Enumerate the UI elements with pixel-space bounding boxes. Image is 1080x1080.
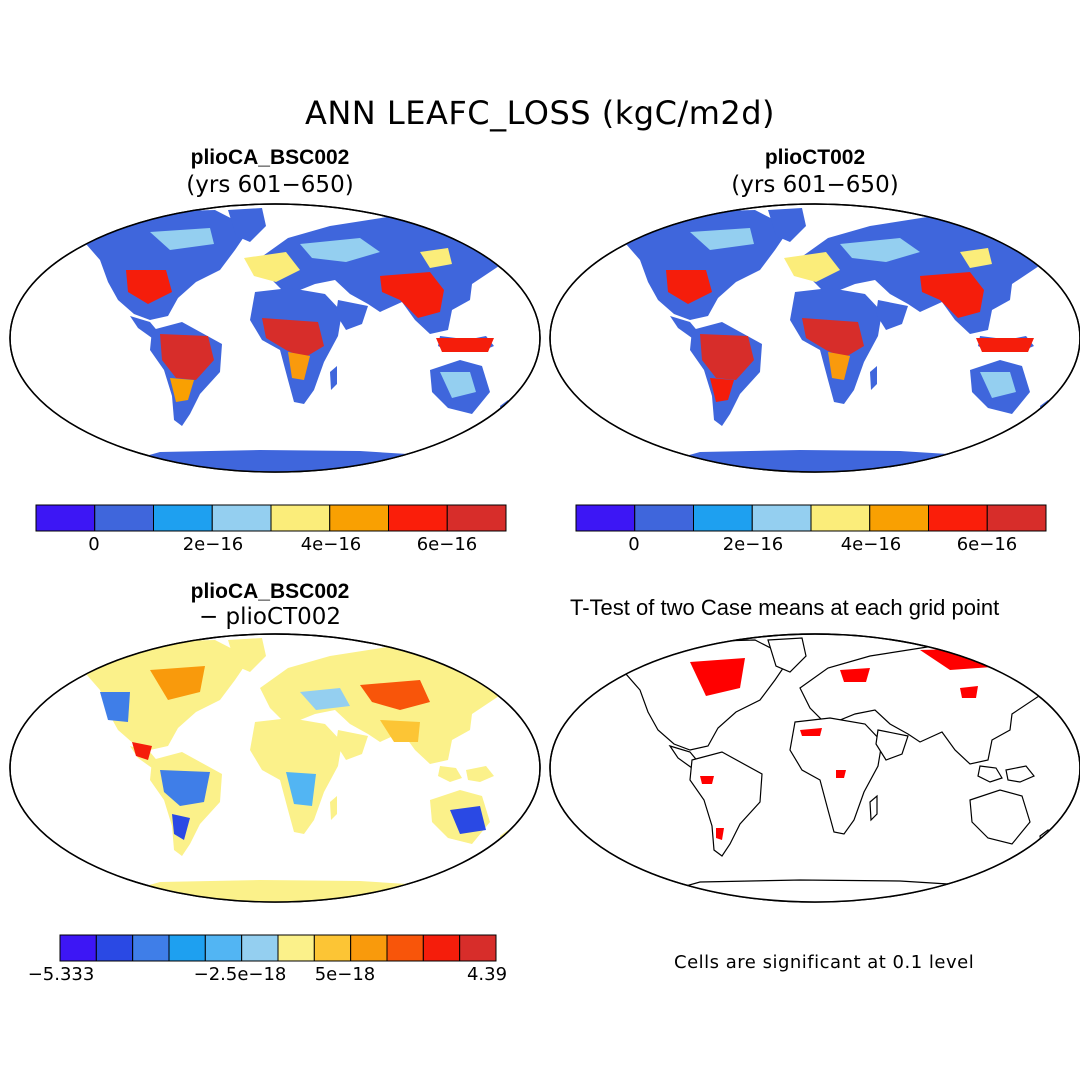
cbar1-swatch-7 — [446, 504, 507, 532]
figure-title: ANN LEAFC_LOSS (kgC/m2d) — [304, 94, 776, 132]
cbar2-swatch-3 — [751, 504, 812, 532]
cbar2-swatch-1 — [634, 504, 694, 532]
panel3-map — [9, 633, 541, 903]
panel2-subtitle: (yrs 601−650) — [731, 172, 899, 198]
panel4-map — [549, 633, 1080, 903]
cbar2-tick-2: 4e−16 — [840, 534, 902, 555]
cbar3-tick-2: 5e−18 — [314, 964, 376, 985]
cbar1-swatch-2 — [153, 504, 213, 532]
cbar1-tick-2: 4e−16 — [300, 534, 362, 555]
significance-note: Cells are significant at 0.1 level — [674, 952, 975, 973]
panel3-title: plioCA_BSC002 — [190, 580, 350, 603]
panel2-map — [549, 203, 1080, 473]
cbar2-swatch-6 — [928, 504, 988, 532]
cbar2-swatch-2 — [693, 504, 753, 532]
panel1-title: plioCA_BSC002 — [190, 146, 350, 169]
cbar3-swatch-4 — [204, 934, 243, 962]
cbar3-tick-0: −5.333 — [27, 964, 95, 985]
cbar2-swatch-4 — [810, 504, 871, 532]
panel2-title: plioCT002 — [764, 146, 866, 169]
cbar3-tick-3: 4.39 — [466, 964, 508, 985]
congo-high-region — [262, 318, 324, 358]
cbar3-tick-1: −2.5e−18 — [193, 964, 287, 985]
significant-cells — [690, 658, 745, 696]
panel1-subtitle: (yrs 601−650) — [186, 172, 354, 198]
cbar3-swatch-7 — [313, 934, 352, 962]
cbar3-swatch-10 — [422, 934, 461, 962]
cbar1-swatch-3 — [211, 504, 272, 532]
cbar2-swatch-7 — [986, 504, 1047, 532]
cbar2-tick-0: 0 — [628, 534, 640, 555]
cbar2-tick-3: 6e−16 — [956, 534, 1018, 555]
cbar3-swatch-2 — [132, 934, 170, 962]
cbar1-tick-1: 2e−16 — [182, 534, 244, 555]
panel3-subtitle: − plioCT002 — [198, 604, 342, 630]
cbar3-swatch-9 — [386, 934, 424, 962]
panel4-title: T-Test of two Case means at each grid po… — [570, 595, 1000, 620]
colorbar-panel3 — [59, 934, 497, 962]
cbar3-swatch-8 — [350, 934, 388, 962]
panel1-map — [9, 203, 541, 473]
cbar2-tick-1: 2e−16 — [722, 534, 784, 555]
cbar1-swatch-5 — [329, 504, 389, 532]
colorbar-panel2 — [575, 504, 1047, 532]
cbar2-swatch-0 — [575, 504, 636, 532]
cbar1-tick-0: 0 — [88, 534, 100, 555]
cbar3-swatch-6 — [277, 934, 315, 962]
cbar3-swatch-1 — [95, 934, 134, 962]
cbar1-swatch-0 — [35, 504, 96, 532]
colorbar-panel1 — [35, 504, 507, 532]
cbar2-swatch-5 — [869, 504, 929, 532]
cbar3-swatch-5 — [241, 934, 279, 962]
cbar1-swatch-4 — [270, 504, 331, 532]
cbar1-swatch-6 — [388, 504, 448, 532]
south-asia-high-region — [380, 272, 444, 318]
cbar3-swatch-3 — [168, 934, 206, 962]
cbar3-swatch-0 — [59, 934, 97, 962]
cbar3-swatch-11 — [459, 934, 497, 962]
cbar1-tick-3: 6e−16 — [416, 534, 478, 555]
cbar1-swatch-1 — [94, 504, 154, 532]
amazon-high-region — [160, 334, 214, 380]
